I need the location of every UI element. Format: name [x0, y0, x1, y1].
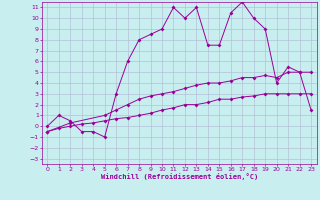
X-axis label: Windchill (Refroidissement éolien,°C): Windchill (Refroidissement éolien,°C) [100, 173, 258, 180]
